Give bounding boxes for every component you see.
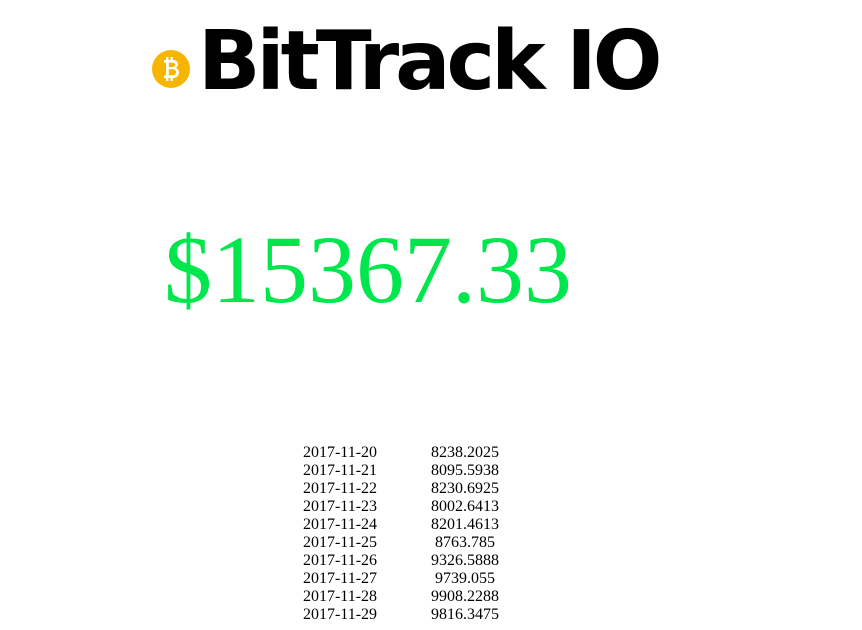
history-value: 9739.055: [435, 570, 495, 587]
history-value: 8763.785: [435, 534, 495, 551]
table-row: 2017-11-27 9739.055: [300, 570, 520, 588]
history-date: 2017-11-28: [302, 588, 378, 605]
table-row: 2017-11-26 9326.5888: [300, 552, 520, 570]
header-logo: BitTrack IO: [152, 14, 662, 109]
history-date: 2017-11-29: [302, 606, 378, 623]
history-value: 9326.5888: [431, 552, 499, 569]
history-date: 2017-11-20: [302, 444, 378, 461]
table-row: 2017-11-28 9908.2288: [300, 588, 520, 606]
history-date: 2017-11-26: [302, 552, 378, 569]
table-row: 2017-11-29 9816.3475: [300, 606, 520, 624]
history-date: 2017-11-25: [302, 534, 378, 551]
history-date: 2017-11-22: [302, 480, 378, 497]
history-value: 9816.3475: [431, 606, 499, 623]
bitcoin-icon: [152, 50, 190, 88]
history-date: 2017-11-23: [302, 498, 378, 515]
table-row: 2017-11-23 8002.6413: [300, 498, 520, 516]
history-value: 8201.4613: [431, 516, 499, 533]
history-date: 2017-11-24: [302, 516, 378, 533]
table-row: 2017-11-21 8095.5938: [300, 462, 520, 480]
history-value: 9908.2288: [431, 588, 499, 605]
price-history-table: 2017-11-20 8238.2025 2017-11-21 8095.5938 20…: [300, 444, 520, 624]
current-price: $15367.33: [164, 216, 572, 323]
brand-title: BitTrack IO: [198, 14, 662, 109]
history-date: 2017-11-21: [302, 462, 378, 479]
table-row: 2017-11-22 8230.6925: [300, 480, 520, 498]
history-value: 8230.6925: [431, 480, 499, 497]
history-value: 8238.2025: [431, 444, 499, 461]
table-row: 2017-11-25 8763.785: [300, 534, 520, 552]
history-date: 2017-11-27: [302, 570, 378, 587]
table-row: 2017-11-20 8238.2025: [300, 444, 520, 462]
history-value: 8002.6413: [431, 498, 499, 515]
table-row: 2017-11-24 8201.4613: [300, 516, 520, 534]
history-value: 8095.5938: [431, 462, 499, 479]
